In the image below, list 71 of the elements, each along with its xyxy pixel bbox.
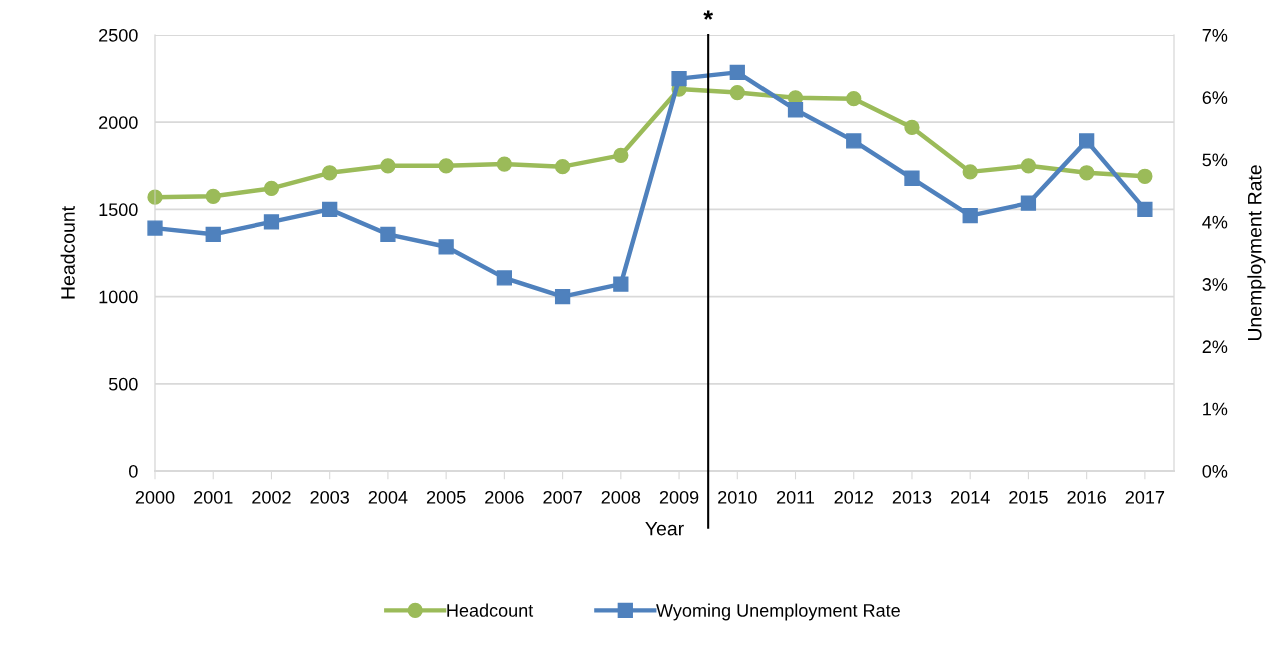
x-tick-label: 2006 [485,490,524,504]
point [205,188,221,204]
point [962,207,978,224]
point [322,201,338,218]
point [1020,158,1037,174]
point [613,147,629,163]
y-tick-label: 2000 [99,116,138,129]
x-tick-label: 2008 [601,490,641,504]
x-tick-label: 2010 [718,490,757,504]
point [496,270,513,286]
y2-axis-title: Unemployment Rate [1247,165,1266,341]
point [554,288,571,305]
point [147,220,163,236]
point [729,64,745,81]
point [729,84,745,101]
point [438,158,454,174]
x-tick-label: 2012 [834,490,873,504]
x-tick-label: 2009 [659,490,699,504]
y-tick-label: 0 [129,464,138,478]
x-tick-label: 2015 [1009,490,1048,504]
y2-tick-label: 4% [1202,215,1228,229]
x-tick-label: 2003 [310,490,349,504]
y-tick-label: 500 [108,377,138,391]
y-tick-label: 1500 [99,203,138,217]
point [263,180,280,197]
x-tick-label: 2001 [194,490,233,504]
point [322,165,338,181]
point [962,164,978,180]
x-axis-title: Year [645,521,684,536]
x-tick-label: 2004 [368,490,408,504]
x-tick-label: 2014 [951,490,990,504]
point [496,156,513,172]
point [1137,201,1153,218]
x-tick-label: 2000 [135,490,175,504]
point [380,226,396,242]
point [263,214,280,230]
point [554,159,571,175]
point [1079,165,1095,181]
y2-tick-label: 0% [1202,464,1228,478]
point [205,226,221,242]
ref-line-label: * [703,10,714,20]
y2-tick-label: 3% [1202,278,1228,291]
point [846,91,862,107]
x-tick-label: 2016 [1067,490,1106,504]
point [904,119,920,136]
point [1079,133,1095,149]
x-tick-label: 2002 [252,490,291,504]
x-tick-label: 2007 [543,490,582,504]
point [438,239,454,255]
x-tick-label: 2013 [892,490,932,504]
legend-label: Headcount [447,603,534,617]
y2-tick-label: 1% [1203,402,1228,416]
x-tick-label: 2005 [426,490,466,504]
x-tick-label: 2017 [1125,490,1165,504]
legend-label: Wyoming Unemployment Rate [656,603,900,621]
point [846,133,862,149]
point [1020,195,1037,211]
point [1137,168,1153,184]
point [671,70,687,87]
y-axis-title: Headcount [60,206,75,299]
y2-tick-label: 7% [1202,29,1228,42]
x-tick-label: 2011 [777,490,815,504]
y2-tick-label: 6% [1202,91,1228,105]
y-tick-label: 1000 [99,290,138,304]
y-tick-label: 2500 [99,28,138,42]
point [380,158,396,174]
y2-tick-label: 5% [1202,153,1228,167]
y2-tick-label: 2% [1202,340,1228,354]
point [904,170,920,186]
point [613,276,629,292]
point [787,102,804,118]
